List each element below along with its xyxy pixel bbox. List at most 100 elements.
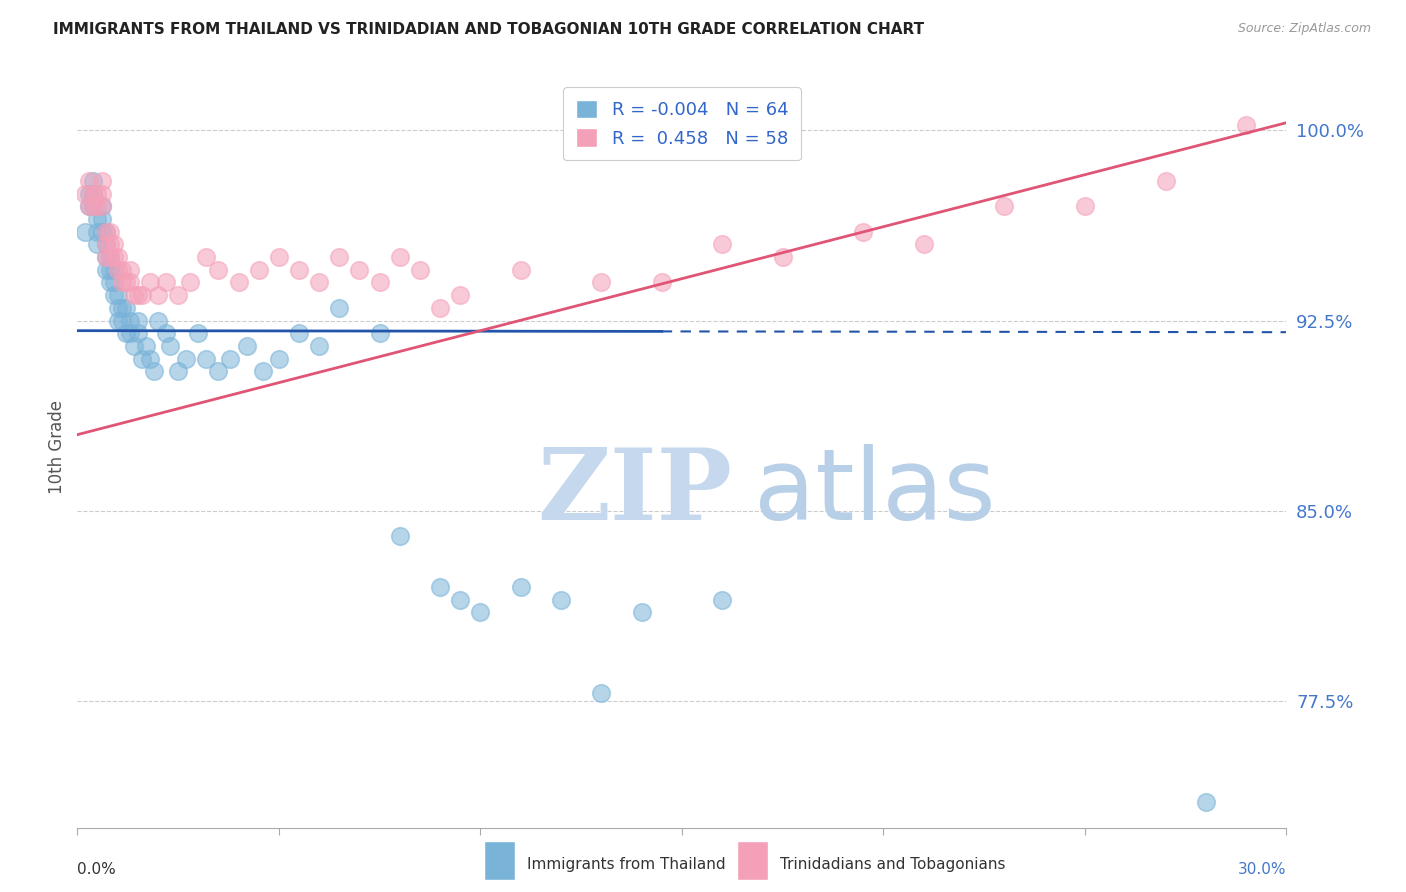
Point — [82, 186, 104, 201]
Point — [75, 225, 97, 239]
Point — [1195, 796, 1218, 810]
Point — [167, 288, 190, 302]
Point — [98, 276, 121, 290]
Point — [103, 250, 125, 264]
Point — [146, 288, 169, 302]
Point — [90, 186, 112, 201]
Point — [139, 276, 162, 290]
Point — [111, 262, 134, 277]
Point — [86, 186, 108, 201]
Point — [103, 262, 125, 277]
Point — [247, 262, 270, 277]
Point — [993, 199, 1015, 213]
Point — [90, 199, 112, 213]
Point — [159, 339, 181, 353]
Point — [75, 186, 97, 201]
Point — [155, 276, 177, 290]
Point — [630, 605, 652, 619]
Point — [94, 225, 117, 239]
Point — [1234, 118, 1257, 132]
Point — [86, 212, 108, 227]
Point — [90, 174, 112, 188]
Point — [267, 250, 290, 264]
Text: Trinidadians and Tobagonians: Trinidadians and Tobagonians — [780, 857, 1005, 872]
Text: Source: ZipAtlas.com: Source: ZipAtlas.com — [1237, 22, 1371, 36]
Point — [79, 174, 101, 188]
Point — [509, 580, 531, 594]
Point — [82, 186, 104, 201]
Point — [107, 313, 129, 327]
Point — [135, 339, 157, 353]
Point — [114, 276, 136, 290]
Point — [82, 199, 104, 213]
Text: 0.0%: 0.0% — [77, 863, 117, 878]
Point — [127, 326, 149, 341]
Point — [388, 529, 411, 543]
Text: ZIP: ZIP — [537, 444, 731, 541]
Point — [308, 276, 330, 290]
Point — [107, 301, 129, 315]
Point — [288, 326, 311, 341]
Point — [550, 592, 572, 607]
Point — [98, 250, 121, 264]
Point — [103, 276, 125, 290]
Point — [103, 237, 125, 252]
Point — [449, 288, 471, 302]
Point — [167, 364, 190, 378]
Text: 30.0%: 30.0% — [1239, 863, 1286, 878]
Point — [146, 313, 169, 327]
Point — [1154, 174, 1177, 188]
Point — [90, 199, 112, 213]
Point — [235, 339, 257, 353]
Point — [228, 276, 250, 290]
Point — [1074, 199, 1097, 213]
Point — [98, 225, 121, 239]
Point — [711, 237, 734, 252]
Point — [308, 339, 330, 353]
Point — [79, 199, 101, 213]
Point — [118, 313, 141, 327]
Point — [131, 288, 153, 302]
Point — [429, 580, 451, 594]
Point — [155, 326, 177, 341]
Point — [267, 351, 290, 366]
Point — [111, 301, 134, 315]
Point — [470, 605, 492, 619]
Point — [86, 199, 108, 213]
Point — [107, 250, 129, 264]
Text: IMMIGRANTS FROM THAILAND VS TRINIDADIAN AND TOBAGONIAN 10TH GRADE CORRELATION CH: IMMIGRANTS FROM THAILAND VS TRINIDADIAN … — [53, 22, 925, 37]
Point — [912, 237, 935, 252]
Point — [127, 313, 149, 327]
Point — [388, 250, 411, 264]
Point — [90, 212, 112, 227]
Point — [107, 262, 129, 277]
Point — [179, 276, 201, 290]
Point — [207, 364, 229, 378]
Point — [82, 174, 104, 188]
Point — [288, 262, 311, 277]
Point — [98, 250, 121, 264]
Point — [328, 301, 350, 315]
Legend: R = -0.004   N = 64, R =  0.458   N = 58: R = -0.004 N = 64, R = 0.458 N = 58 — [562, 87, 801, 161]
Point — [107, 288, 129, 302]
Point — [509, 262, 531, 277]
Point — [195, 351, 218, 366]
Point — [94, 262, 117, 277]
Y-axis label: 10th Grade: 10th Grade — [48, 401, 66, 494]
Point — [651, 276, 673, 290]
Point — [772, 250, 794, 264]
Point — [118, 326, 141, 341]
Point — [94, 237, 117, 252]
Point — [131, 351, 153, 366]
Point — [98, 237, 121, 252]
Point — [94, 250, 117, 264]
Point — [94, 225, 117, 239]
Point — [207, 262, 229, 277]
Point — [118, 276, 141, 290]
Point — [98, 262, 121, 277]
Point — [122, 288, 145, 302]
Point — [114, 326, 136, 341]
Point — [82, 199, 104, 213]
Point — [368, 276, 391, 290]
Point — [142, 364, 165, 378]
